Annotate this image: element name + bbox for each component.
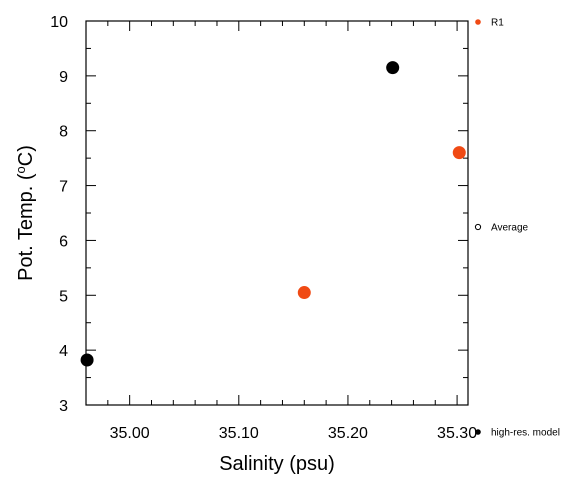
y-tick-label: 8 xyxy=(59,124,68,141)
legend-marker xyxy=(475,429,481,435)
legend: R1 Average high-res. model xyxy=(474,18,560,439)
y-tick-label: 5 xyxy=(59,288,68,305)
legend-label: R1 xyxy=(491,18,504,29)
legend-label: high-res. model xyxy=(491,428,560,439)
y-tick-label: 6 xyxy=(59,233,68,250)
data-point xyxy=(386,61,400,75)
y-tick-label: 3 xyxy=(59,398,68,415)
y-axis-title: Pot. Temp. (oC) xyxy=(13,145,37,281)
y-tick-label: 9 xyxy=(59,69,68,86)
x-tick-label: 35.00 xyxy=(110,425,150,442)
y-axis-ticks: 3 4 5 6 7 8 9 10 xyxy=(50,14,468,415)
data-point xyxy=(297,286,311,300)
legend-marker xyxy=(474,223,482,231)
plot-frame xyxy=(85,20,469,406)
y-tick-label: 10 xyxy=(50,14,68,31)
x-axis-title: Salinity (psu) xyxy=(219,453,335,475)
x-axis-ticks: 35.00 35.10 35.20 35.30 xyxy=(85,21,477,442)
legend-label: Average xyxy=(491,223,529,234)
data-points xyxy=(80,61,466,367)
data-point xyxy=(80,353,94,367)
x-tick-label: 35.10 xyxy=(219,425,259,442)
y-tick-label: 4 xyxy=(59,343,68,360)
legend-marker xyxy=(475,19,481,25)
y-tick-label: 7 xyxy=(59,179,68,196)
x-tick-label: 35.30 xyxy=(437,425,477,442)
data-point xyxy=(452,146,466,160)
x-tick-label: 35.20 xyxy=(328,425,368,442)
